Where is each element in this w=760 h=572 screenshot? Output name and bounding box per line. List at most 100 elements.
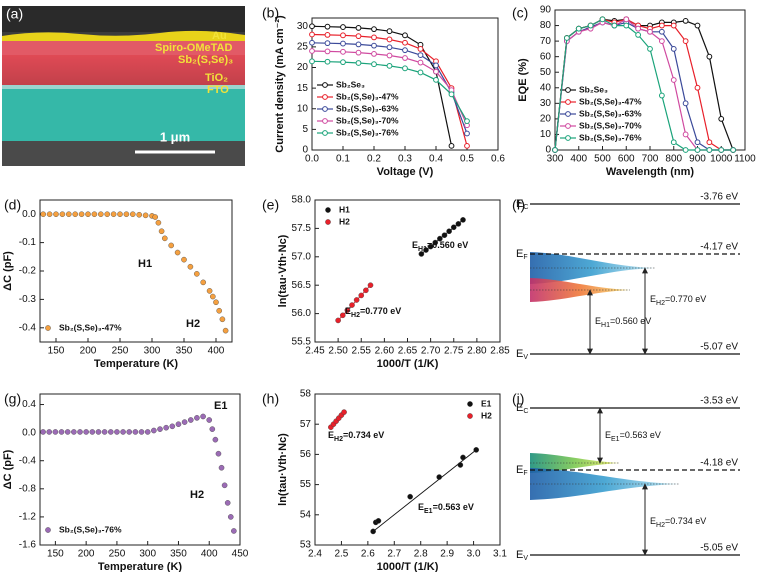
x-tick-label: 450 (232, 549, 249, 560)
x-tick-label: 250 (109, 549, 126, 560)
x-tick-label: 2.60 (375, 346, 395, 357)
y-tick-label: 57 (300, 419, 312, 430)
legend-marker (565, 135, 571, 141)
data-point (706, 147, 713, 153)
data-point (658, 22, 665, 29)
data-point (450, 224, 457, 231)
y-tick-label: 15 (297, 83, 309, 94)
data-point (355, 33, 362, 40)
x-tick-label: 1100 (734, 154, 756, 165)
text: =0.560 eV (610, 316, 651, 326)
y-axis-title: ln(tau·Vth·Nc) (277, 234, 289, 307)
level-symbol: EV (516, 348, 528, 361)
y-tick-label: 0 (302, 145, 308, 156)
y-axis-title: Current density (mA cm⁻²) (274, 15, 286, 153)
annotation: H2 (190, 489, 204, 501)
legend-marker (45, 527, 51, 533)
x-tick-label: 2.55 (352, 346, 372, 357)
level-value: -5.05 eV (700, 543, 738, 554)
data-point (324, 58, 331, 65)
data-point (209, 293, 216, 300)
data-point (446, 228, 452, 235)
text: =0.560 eV (427, 240, 468, 250)
panel-label: (a) (6, 6, 23, 22)
data-point (309, 39, 315, 46)
data-point (658, 38, 665, 45)
data-point (423, 247, 429, 253)
data-point (126, 429, 133, 435)
data-point (417, 69, 424, 76)
data-point (324, 40, 331, 47)
y-tick-label: 30 (297, 21, 309, 32)
subscript: V (523, 555, 528, 562)
data-point (694, 22, 701, 29)
data-point (355, 49, 362, 56)
symbol: E (412, 240, 418, 250)
data-point (309, 48, 315, 54)
x-tick-label: 2.8 (414, 549, 428, 560)
data-point (670, 77, 677, 83)
x-tick-label: 400 (201, 549, 218, 560)
data-point (427, 243, 434, 250)
y-tick-label: 25 (297, 42, 309, 53)
y-tick-label: 20 (297, 62, 309, 73)
data-point (363, 287, 369, 294)
data-point (358, 292, 365, 299)
y-tick-label: 60 (540, 51, 552, 62)
data-point (58, 429, 65, 435)
transition-label: EE1=0.563 eV (605, 430, 661, 443)
data-point (402, 32, 408, 39)
legend-label: Sb₂(S,Se)₃-63% (579, 108, 642, 118)
data-point (407, 493, 413, 500)
y-tick-label: 56.0 (292, 308, 312, 319)
symbol: E (516, 464, 523, 476)
data-point (187, 417, 194, 423)
x-tick-label: 2.80 (467, 346, 487, 357)
x-axis-title: Temperature (K) (94, 358, 178, 370)
annotation: EH2=0.734 eV (328, 430, 384, 443)
data-point (375, 518, 382, 524)
data-point (464, 142, 470, 149)
y-tick-label: 90 (540, 5, 552, 16)
y-tick-label: 5 (302, 124, 308, 135)
x-tick-label: 2.9 (440, 549, 454, 560)
data-point (460, 217, 466, 223)
y-tick-label: 0.0 (22, 427, 36, 438)
y-tick-label: 50 (540, 67, 552, 78)
data-point (309, 31, 315, 38)
y-tick-label: 0 (545, 145, 551, 156)
subscript: H1 (601, 322, 610, 329)
symbol: E (328, 430, 334, 440)
legend-label: Sb₂(S,Se)₃-63% (336, 103, 399, 113)
text: =0.770 eV (665, 294, 706, 304)
data-point (83, 429, 89, 435)
layer-label: FTO (207, 84, 229, 96)
y-tick-label: 58.0 (292, 195, 312, 206)
annotation: EH1=0.560 eV (412, 240, 468, 253)
data-point (64, 429, 71, 435)
data-point (367, 282, 374, 289)
x-tick-label: 400 (208, 346, 225, 357)
y-tick-label: -0.4 (19, 455, 37, 466)
data-point (682, 147, 689, 153)
data-point (123, 211, 130, 217)
data-point (163, 424, 169, 431)
data-point (46, 429, 53, 435)
legend-label: H2 (481, 410, 492, 420)
data-point (670, 45, 677, 52)
y-tick-label: 10 (297, 103, 309, 114)
y-tick-label: 80 (540, 20, 552, 31)
data-point (174, 249, 181, 256)
y-tick-label: 58 (300, 389, 312, 400)
data-point (386, 28, 393, 35)
legend-marker (565, 123, 571, 129)
scale-bar-label: 1 μm (160, 129, 190, 144)
symbol: E (650, 294, 656, 304)
text: =0.734 eV (343, 430, 384, 440)
legend-label: Sb₂Se₃ (579, 84, 608, 94)
y-tick-label: 0.4 (22, 399, 36, 410)
fit-line (372, 449, 477, 532)
legend-label: E1 (481, 398, 492, 408)
x-tick-label: 3.0 (467, 549, 481, 560)
x-tick-label: 0.1 (336, 154, 350, 165)
